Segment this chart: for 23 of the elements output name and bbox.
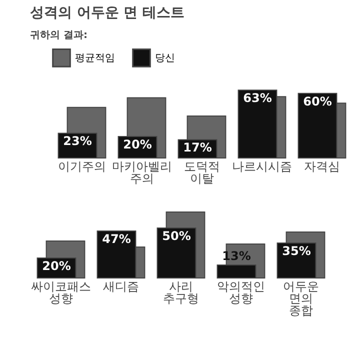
x-tick-label: 나르시시즘 xyxy=(232,160,292,174)
data-label: 35% xyxy=(282,244,311,258)
chart-title: 성격의 어두운 면 테스트 xyxy=(30,5,185,21)
x-tick-label: 마키아벨리 주의 xyxy=(112,160,172,186)
data-label: 17% xyxy=(183,140,212,155)
data-label: 23% xyxy=(63,134,92,148)
legend-label: 평균적임 xyxy=(75,52,115,64)
chart-subtitle: 귀하의 결과: xyxy=(30,30,88,41)
x-tick-label: 새디즘 xyxy=(103,280,139,294)
legend-label: 당신 xyxy=(155,52,175,64)
x-tick-label: 악의적인 성향 xyxy=(217,280,265,306)
data-label: 63% xyxy=(243,91,272,106)
x-tick-label: 자격심 xyxy=(304,160,340,174)
data-label: 60% xyxy=(303,94,332,108)
x-tick-label: 싸이코패스 성향 xyxy=(31,280,91,306)
data-label: 47% xyxy=(102,232,131,246)
x-tick-label: 어두운 면의 종합 xyxy=(283,280,319,318)
data-label: 20% xyxy=(42,259,71,273)
x-tick-label: 이기주의 xyxy=(58,160,106,174)
x-tick-label: 사리 추구형 xyxy=(163,280,199,306)
x-tick-label: 도덕적 이탈 xyxy=(184,160,220,186)
data-label: 20% xyxy=(123,137,152,152)
data-label: 50% xyxy=(162,229,191,243)
